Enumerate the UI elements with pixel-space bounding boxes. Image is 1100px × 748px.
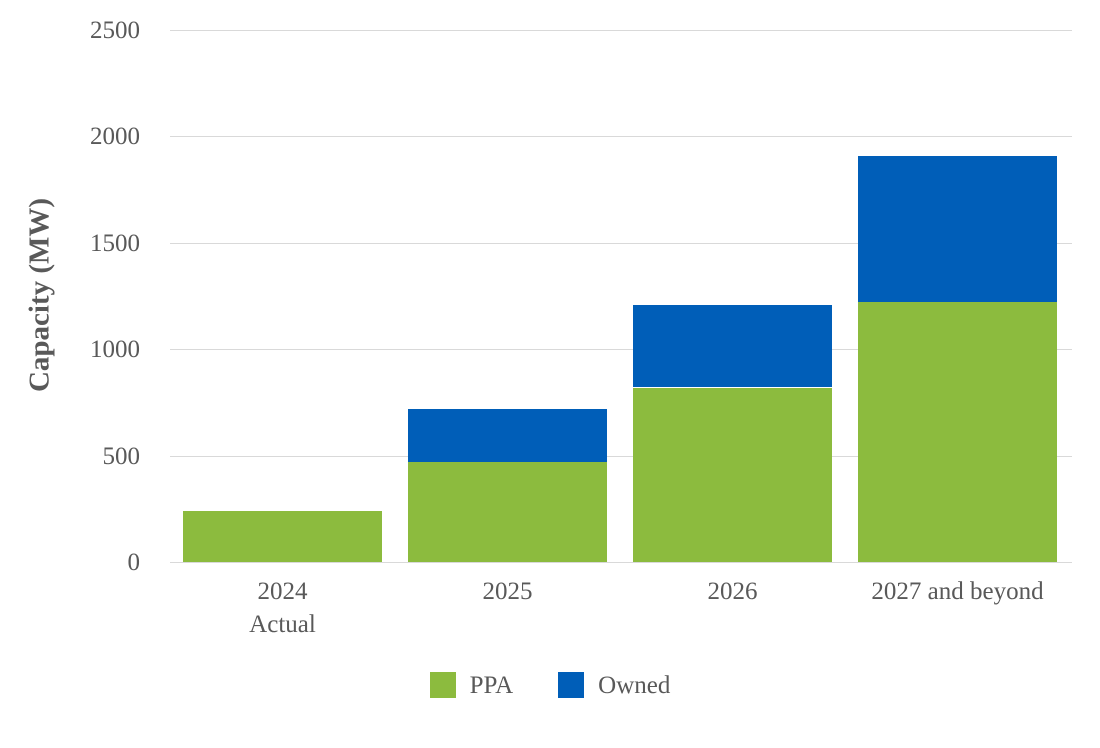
legend-label-ppa: PPA <box>469 671 514 699</box>
x-tick-label-2024: 2024 Actual <box>249 578 316 638</box>
bar-2025-owned <box>408 408 607 462</box>
y-tick-label-2500: 2500 <box>90 17 140 44</box>
legend-swatch-owned <box>558 672 585 698</box>
x-tick-label-2026: 2026 <box>707 578 758 605</box>
gridline-2500 <box>170 30 1072 31</box>
x-tick-label-2025: 2025 <box>482 578 533 605</box>
bar-2027-and-beyond-ppa <box>858 302 1057 562</box>
bar-2026-ppa <box>633 387 832 562</box>
bar-2026-owned <box>633 304 832 388</box>
legend-label-owned: Owned <box>598 671 671 699</box>
legend-item-ppa: PPA <box>429 671 514 699</box>
y-tick-label-500: 500 <box>102 442 141 470</box>
bar-2024-ppa <box>183 510 382 562</box>
legend-swatch-ppa <box>429 672 456 698</box>
legend-item-owned: Owned <box>558 672 670 698</box>
y-tick-label-2000: 2000 <box>90 123 140 151</box>
y-tick-label-1000: 1000 <box>90 336 140 364</box>
gridline-1000 <box>170 349 1072 351</box>
y-tick-label-0: 0 <box>127 549 141 576</box>
gridline-500 <box>170 455 1072 457</box>
legend: PPA Owned <box>0 672 1100 698</box>
bar-2027-and-beyond-owned <box>858 155 1057 303</box>
x-tick-label-2027-and-beyond: 2027 and beyond <box>871 578 1044 605</box>
gridline-2000 <box>170 136 1072 138</box>
gridline-1500 <box>170 242 1072 244</box>
gridline-0 <box>170 562 1072 563</box>
y-tick-label-1500: 1500 <box>90 229 140 257</box>
bar-2025-ppa <box>408 461 607 562</box>
y-axis-title: Capacity (MW) <box>23 197 56 393</box>
